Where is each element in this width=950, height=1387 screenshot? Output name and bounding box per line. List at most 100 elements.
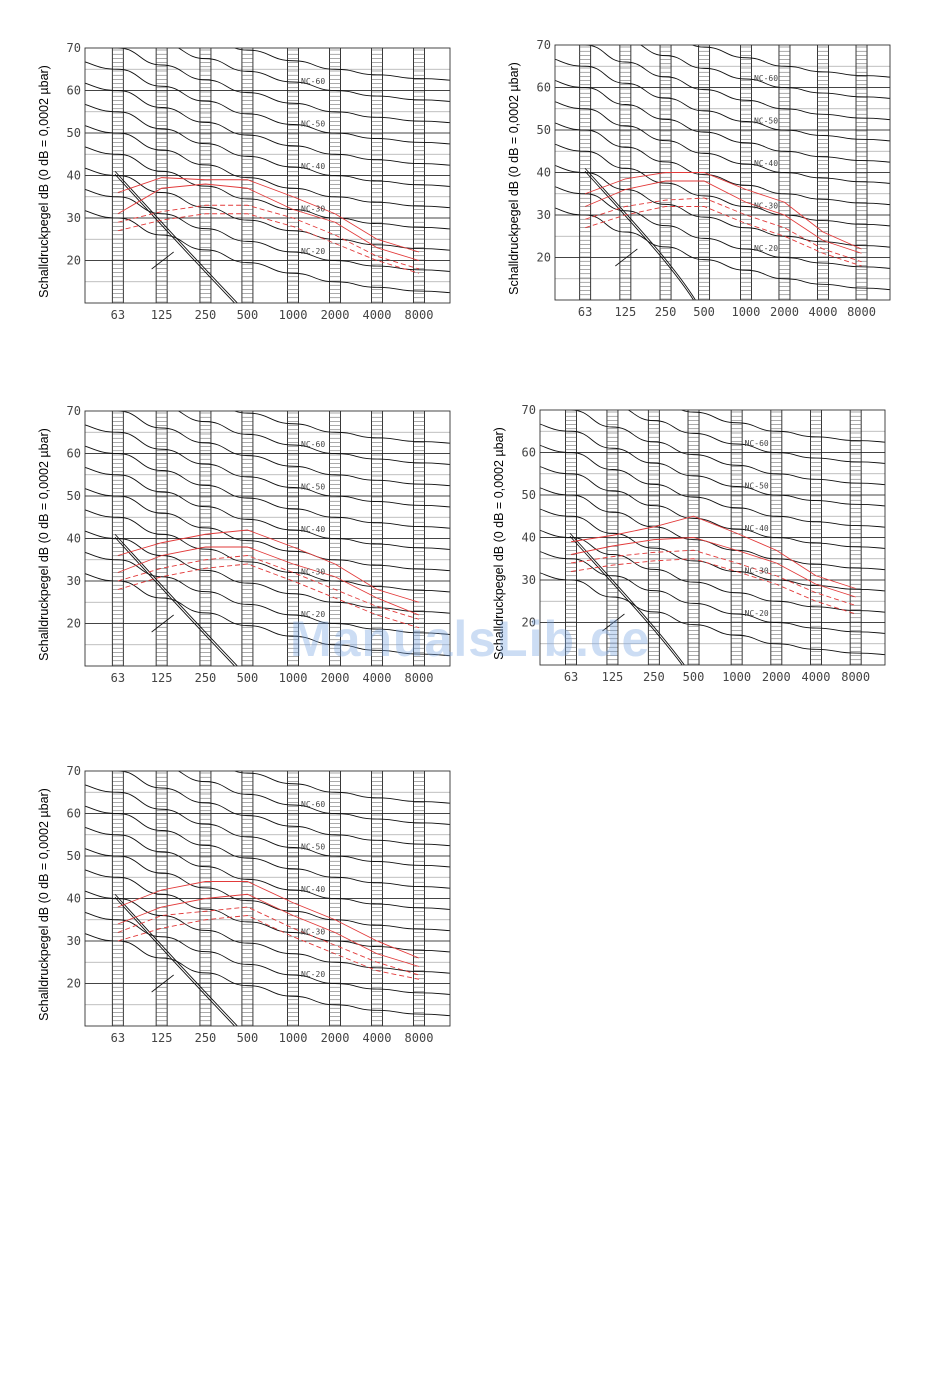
y-tick-label: 60: [522, 446, 536, 460]
measured-series-line: [584, 172, 862, 250]
hearing-threshold-curve: [569, 535, 683, 665]
x-tick-label: 250: [195, 671, 217, 685]
measured-series-line: [117, 213, 420, 274]
x-tick-label: 125: [602, 670, 624, 684]
y-tick-label: 30: [537, 208, 551, 222]
nc-curve: [85, 488, 450, 572]
nc-chart-panel: NC-60 NC-50 NC-40 NC-30 NC-20 70 60 50 40 30 20 63 1…: [500, 32, 910, 330]
nc-curve: [85, 424, 450, 508]
nc-curve: [540, 508, 885, 592]
nc-curve: [85, 61, 450, 145]
nc-curve-label: NC-30: [301, 205, 325, 214]
nc-curve: [85, 210, 450, 294]
y-tick-label: 20: [67, 977, 81, 991]
y-tick-label: 70: [67, 764, 81, 778]
nc-curve: [555, 186, 890, 269]
x-tick-label: 1000: [722, 670, 751, 684]
measured-series-line: [117, 906, 420, 976]
nc-curve: [85, 167, 450, 251]
nc-curve: [540, 551, 885, 634]
nc-curve: [85, 869, 450, 953]
y-tick-label: 20: [67, 617, 81, 631]
measured-series-line: [570, 515, 856, 589]
measured-series-line: [570, 537, 856, 598]
measured-series-line: [117, 893, 420, 967]
x-tick-label: 250: [655, 305, 677, 319]
nc-curve-label: NC-40: [754, 159, 778, 168]
nc-curve-label: NC-60: [754, 74, 778, 83]
y-tick-label: 50: [67, 126, 81, 140]
nc-curve: [540, 466, 885, 549]
octave-band-column: [730, 410, 743, 665]
nc-chart-panel: NC-60 NC-50 NC-40 NC-30 NC-20 70 60 50 40 30 20 63 1…: [485, 397, 905, 693]
nc-curve-label: NC-20: [745, 609, 769, 618]
x-tick-label: 2000: [321, 671, 350, 685]
nc-curve-label: NC-60: [301, 800, 325, 809]
x-tick-label: 8000: [841, 670, 870, 684]
nc-curve: [555, 143, 890, 227]
nc-curve: [85, 103, 450, 187]
y-tick-label: 30: [67, 211, 81, 225]
nc-chart: NC-60 NC-50 NC-40 NC-30 NC-20 70 60 50 40 30 20 63 1…: [37, 41, 451, 322]
nc-curve: [108, 411, 450, 487]
octave-band-column: [855, 45, 868, 300]
y-tick-label: 20: [537, 251, 551, 265]
nc-curve-label: NC-50: [301, 843, 325, 852]
y-tick-label: 30: [67, 574, 81, 588]
x-tick-label: 4000: [363, 1031, 392, 1045]
measured-series-line: [585, 206, 862, 267]
x-tick-label: 2000: [321, 308, 350, 322]
y-tick-label: 30: [67, 934, 81, 948]
nc-curve-label: NC-20: [301, 610, 325, 619]
nc-curve: [555, 58, 890, 142]
nc-chart: NC-60 NC-50 NC-40 NC-30 NC-20 70 60 50 40 30 20 63 1…: [37, 404, 451, 685]
nc-curve-label: NC-30: [301, 568, 325, 577]
octave-band-column: [199, 771, 212, 1026]
nc-curve: [555, 101, 890, 184]
plot-frame: [84, 410, 451, 667]
y-tick-label: 50: [67, 489, 81, 503]
x-tick-label: 500: [237, 308, 259, 322]
x-tick-label: 4000: [802, 670, 831, 684]
hearing-threshold-curve: [114, 173, 236, 303]
octave-band-column: [371, 771, 383, 1026]
y-tick-label: 20: [522, 616, 536, 630]
nc-curve: [108, 48, 450, 124]
nc-curve-label: NC-20: [301, 970, 325, 979]
y-tick-label: 60: [537, 81, 551, 95]
plot-frame: [539, 409, 886, 666]
x-tick-label: 250: [195, 1031, 217, 1045]
y-tick-label: 70: [67, 404, 81, 418]
nc-curve-label: NC-40: [301, 525, 325, 534]
nc-curve-label: NC-50: [745, 482, 769, 491]
nc-curve: [85, 848, 450, 932]
x-tick-label: 125: [151, 671, 173, 685]
nc-curve-label: NC-30: [754, 202, 778, 211]
measured-series-line: [117, 915, 420, 980]
octave-band-column: [606, 410, 619, 665]
nc-curve: [540, 487, 885, 571]
x-tick-label: 500: [237, 1031, 259, 1045]
nc-curve-label: NC-60: [301, 440, 325, 449]
measured-series-line: [117, 881, 420, 959]
nc-chart: NC-60 NC-50 NC-40 NC-30 NC-20 70 60 50 40 30 20 63 1…: [492, 403, 886, 684]
nc-curve: [85, 784, 450, 868]
y-tick-label: 70: [522, 403, 536, 417]
hearing-threshold-curve: [114, 533, 239, 666]
nc-curve: [85, 445, 450, 529]
x-tick-label: 250: [643, 670, 665, 684]
nc-curve: [562, 410, 885, 486]
hearing-threshold-curve: [114, 896, 236, 1026]
measured-series-line: [117, 177, 420, 253]
x-tick-label: 8000: [405, 308, 434, 322]
x-tick-label: 4000: [809, 305, 838, 319]
x-tick-label: 500: [683, 670, 705, 684]
nc-curve: [691, 45, 890, 78]
nc-curve-label: NC-20: [301, 247, 325, 256]
y-tick-label: 30: [522, 573, 536, 587]
nc-curve: [177, 411, 450, 465]
hearing-threshold-curve: [114, 170, 239, 303]
nc-curve-label: NC-20: [754, 244, 778, 253]
nc-curve: [85, 573, 450, 657]
y-tick-label: 70: [67, 41, 81, 55]
